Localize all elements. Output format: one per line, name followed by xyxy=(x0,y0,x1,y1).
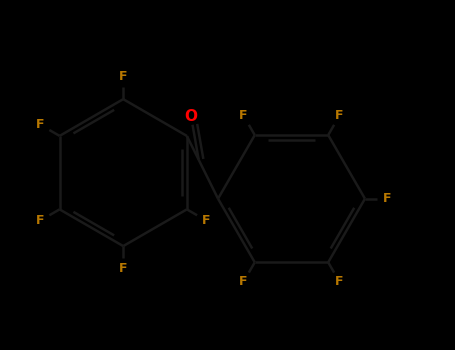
Text: F: F xyxy=(335,109,344,122)
Text: F: F xyxy=(335,275,344,288)
Text: F: F xyxy=(239,109,248,122)
Text: F: F xyxy=(36,118,45,131)
Text: F: F xyxy=(36,214,45,227)
Text: F: F xyxy=(119,262,127,275)
Text: O: O xyxy=(185,109,197,124)
Text: F: F xyxy=(119,70,127,83)
Text: F: F xyxy=(202,214,210,227)
Text: F: F xyxy=(239,275,248,288)
Text: F: F xyxy=(383,192,391,205)
